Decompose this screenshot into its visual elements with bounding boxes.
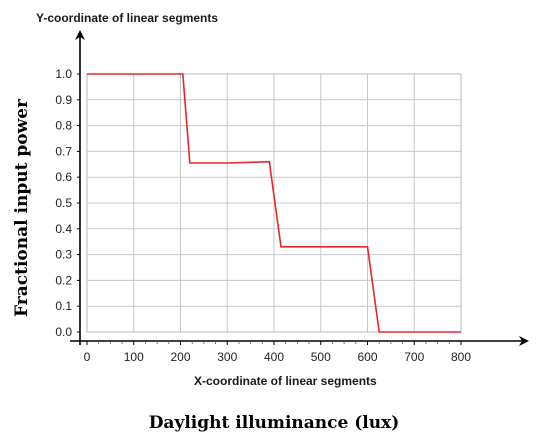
y-tick-label: 0.4 — [55, 222, 72, 236]
y-tick-label: 0.9 — [55, 93, 72, 107]
x-tick-label: 400 — [264, 350, 284, 364]
x-tick-label: 800 — [451, 350, 471, 364]
x-tick-labels: 0 100 200 300 400 500 600 700 800 — [84, 350, 472, 364]
axes — [70, 30, 529, 346]
grid — [87, 73, 462, 332]
series — [87, 73, 461, 333]
plot-frame — [86, 73, 462, 333]
x-tick-label: 500 — [311, 350, 331, 364]
y-tick-label: 0.1 — [55, 299, 72, 313]
y-tick-label: 0.7 — [55, 144, 72, 158]
x-tick-label: 200 — [170, 350, 190, 364]
y-tick-label: 0.2 — [55, 273, 72, 287]
y-tick-label: 1.0 — [55, 67, 72, 81]
series-line — [87, 73, 461, 333]
y-tick-label: 0.6 — [55, 170, 72, 184]
y-tick-label: 0.8 — [55, 119, 72, 133]
y-tick-label: 0.5 — [55, 196, 72, 210]
outer-y-axis-label: Fractional input power — [12, 98, 32, 317]
y-tick-label: 0.0 — [55, 325, 72, 339]
outer-x-axis-label: Daylight illuminance (lux) — [149, 413, 400, 433]
x-tick-label: 0 — [84, 350, 91, 364]
x-tick-label: 700 — [404, 350, 424, 364]
y-tick-labels: 0.0 0.1 0.2 0.3 0.4 0.5 0.6 0.7 0.8 0.9 1.0 — [55, 67, 72, 339]
x-tick-label: 100 — [124, 350, 144, 364]
y-tick-label: 0.3 — [55, 248, 72, 262]
x-tick-label: 300 — [217, 350, 237, 364]
inner-y-axis-label: Y-coordinate of linear segments — [36, 11, 218, 25]
inner-x-axis-label: X-coordinate of linear segments — [194, 374, 377, 388]
plot-border — [86, 73, 462, 333]
x-tick-label: 600 — [357, 350, 377, 364]
